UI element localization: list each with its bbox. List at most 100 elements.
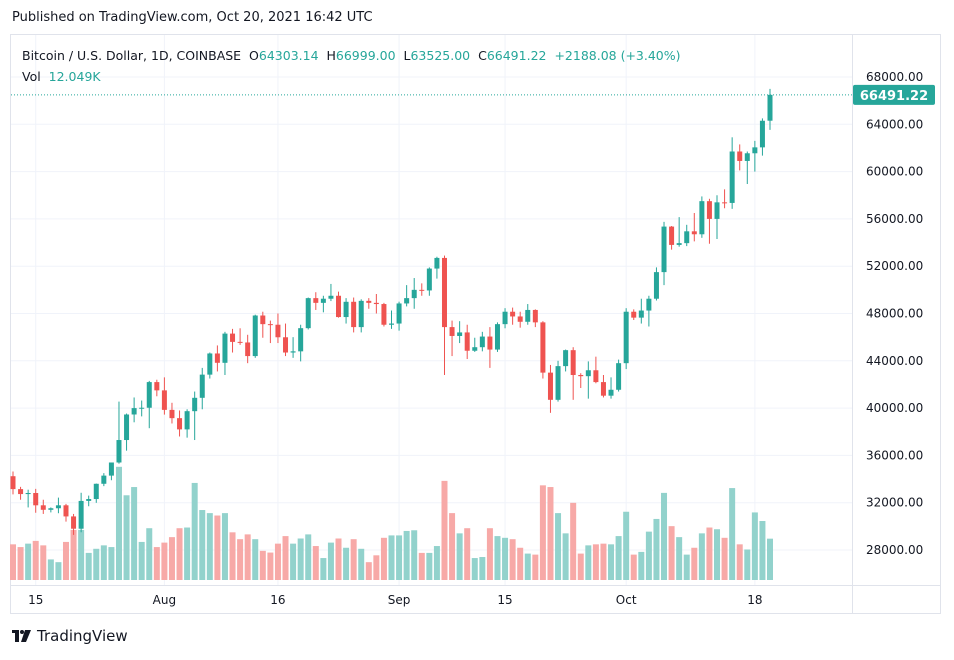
volume-bar xyxy=(577,553,584,580)
candle-body xyxy=(525,309,531,322)
volume-bar xyxy=(464,528,471,580)
candle-body xyxy=(691,231,697,235)
volume-bar xyxy=(479,557,486,580)
candle-body xyxy=(260,315,266,325)
candle-body xyxy=(441,257,447,328)
candle-body xyxy=(131,408,137,415)
candle-body xyxy=(457,332,463,336)
candle-body xyxy=(108,462,114,476)
candle-body xyxy=(472,347,478,351)
time-tick-label: Aug xyxy=(153,593,176,607)
candle-body xyxy=(661,226,667,273)
time-tick-label: Sep xyxy=(388,593,411,607)
volume-bar xyxy=(93,548,100,580)
candle-body xyxy=(124,414,130,441)
price-tick-label: 36000.00 xyxy=(866,448,923,462)
volume-bar xyxy=(10,544,16,580)
volume-bar xyxy=(706,527,713,580)
candle-body xyxy=(86,499,92,501)
volume-bar xyxy=(592,544,599,580)
candle-body xyxy=(177,418,183,430)
candle-body xyxy=(646,298,652,311)
volume-bar xyxy=(380,537,387,580)
candle-body xyxy=(706,201,712,219)
candle-body xyxy=(320,298,326,303)
volume-bar xyxy=(131,487,138,580)
candle-body xyxy=(578,374,584,377)
volume-bar xyxy=(85,552,92,580)
volume-bar xyxy=(244,534,251,580)
brand-name: TradingView xyxy=(37,627,128,645)
volume-bar xyxy=(123,495,130,580)
candle-body xyxy=(154,382,160,391)
candle-body xyxy=(192,397,198,412)
volume-bar xyxy=(17,547,24,580)
volume-bar xyxy=(237,539,244,580)
candle-body xyxy=(676,243,682,245)
volume-bar xyxy=(517,547,524,580)
candle-body xyxy=(517,316,523,322)
candle-body xyxy=(40,505,46,510)
candle-body xyxy=(298,328,304,352)
volume-bar xyxy=(221,513,228,580)
candle-body xyxy=(184,411,190,430)
candle-body xyxy=(283,337,289,353)
volume-bar xyxy=(290,543,297,580)
volume-bar xyxy=(524,553,531,580)
volume-bar xyxy=(184,527,191,580)
candle-body xyxy=(25,493,31,495)
candle-body xyxy=(351,301,357,328)
volume-bar xyxy=(115,466,122,580)
axes: 68000.00 64000.00 60000.00 56000.00 52000.00… xyxy=(11,35,940,614)
volume-bar xyxy=(721,537,728,580)
candle-body xyxy=(729,151,735,203)
volume-bar xyxy=(547,487,554,580)
volume-bar xyxy=(411,530,418,580)
candle-body xyxy=(744,153,750,161)
candle-body xyxy=(722,202,728,204)
candle-body xyxy=(404,298,410,304)
candle-body xyxy=(161,390,167,410)
candle-body xyxy=(631,311,637,318)
candle-body xyxy=(381,304,387,325)
volume-bar xyxy=(252,539,259,580)
close-label: C xyxy=(478,48,487,63)
candle-body xyxy=(540,322,546,373)
volume-bar xyxy=(47,559,54,580)
volume-bar xyxy=(683,554,690,580)
symbol-title[interactable]: Bitcoin / U.S. Dollar, 1D, COINBASE xyxy=(22,48,242,63)
volume-bar xyxy=(759,521,766,580)
candle-body xyxy=(93,483,99,500)
volume-bar xyxy=(206,513,213,580)
candle-body xyxy=(411,289,417,299)
volume-bar xyxy=(661,492,668,580)
candle-body xyxy=(358,300,364,328)
volume-bar xyxy=(267,552,274,580)
chart-frame[interactable] xyxy=(10,34,941,614)
price-tick-label: 68000.00 xyxy=(866,70,923,84)
volume-bar xyxy=(426,552,433,580)
candle-body xyxy=(638,310,644,318)
candle-body xyxy=(699,201,705,235)
volume-bar xyxy=(570,502,577,580)
volume-bar xyxy=(615,536,622,580)
volume-bar xyxy=(585,545,592,580)
volume-bar xyxy=(449,513,456,580)
tradingview-logo[interactable]: TradingView xyxy=(12,627,128,645)
candle-body xyxy=(653,272,659,299)
price-tick-label: 32000.00 xyxy=(866,496,923,510)
candle-body xyxy=(328,295,334,299)
volume-row: Vol 12.049K xyxy=(22,66,681,87)
volume-bar xyxy=(494,536,501,580)
candle-body xyxy=(510,311,516,317)
candle-body xyxy=(207,353,213,375)
volume-bar xyxy=(539,485,546,580)
volume-bar xyxy=(25,543,32,580)
legend: Bitcoin / U.S. Dollar, 1D, COINBASE O643… xyxy=(22,45,681,87)
volume-bar xyxy=(320,558,327,580)
volume-bar xyxy=(138,541,145,580)
volume-bar xyxy=(767,538,773,580)
price-tick-label: 52000.00 xyxy=(866,259,923,273)
volume-bar xyxy=(259,550,266,580)
